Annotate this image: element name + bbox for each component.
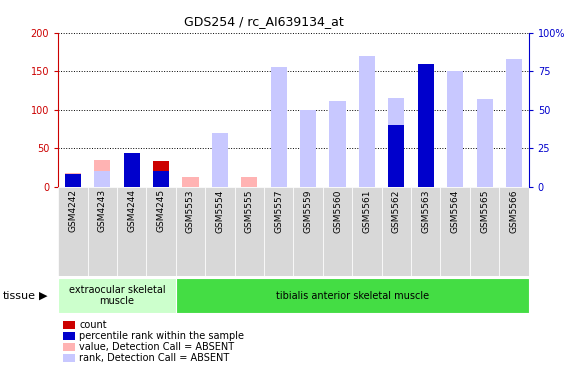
Text: count: count xyxy=(79,320,107,330)
Text: GSM4244: GSM4244 xyxy=(127,189,136,232)
Bar xyxy=(329,101,346,187)
Bar xyxy=(388,112,404,187)
Bar xyxy=(293,187,323,276)
Bar xyxy=(124,154,139,187)
Bar xyxy=(182,177,199,187)
Text: ▶: ▶ xyxy=(39,291,48,300)
Text: GSM5562: GSM5562 xyxy=(392,189,401,233)
Bar xyxy=(499,187,529,276)
Text: extraocular skeletal
muscle: extraocular skeletal muscle xyxy=(69,285,165,306)
Text: rank, Detection Call = ABSENT: rank, Detection Call = ABSENT xyxy=(79,353,229,363)
Bar xyxy=(271,67,287,187)
Bar xyxy=(264,187,293,276)
Text: GSM4242: GSM4242 xyxy=(69,189,77,232)
Text: GSM5561: GSM5561 xyxy=(363,189,371,233)
Bar xyxy=(418,76,434,187)
Bar xyxy=(300,110,316,187)
Bar xyxy=(323,187,352,276)
Text: tibialis anterior skeletal muscle: tibialis anterior skeletal muscle xyxy=(275,291,429,300)
Bar xyxy=(388,125,404,187)
Text: GSM5565: GSM5565 xyxy=(480,189,489,233)
Bar xyxy=(205,187,235,276)
Text: GSM5555: GSM5555 xyxy=(245,189,254,233)
Bar xyxy=(64,173,81,187)
Text: GSM5559: GSM5559 xyxy=(304,189,313,233)
Bar xyxy=(146,187,176,276)
Bar xyxy=(476,115,493,187)
Bar xyxy=(175,278,529,313)
Text: value, Detection Call = ABSENT: value, Detection Call = ABSENT xyxy=(79,342,234,352)
Bar xyxy=(64,179,81,187)
Text: GSM5564: GSM5564 xyxy=(451,189,460,233)
Bar xyxy=(58,187,88,276)
Bar xyxy=(300,127,316,187)
Text: GSM4243: GSM4243 xyxy=(98,189,107,232)
Text: GSM5566: GSM5566 xyxy=(510,189,518,233)
Bar xyxy=(447,71,463,187)
Bar xyxy=(212,133,228,187)
Text: GSM5554: GSM5554 xyxy=(216,189,224,233)
Bar xyxy=(359,60,375,187)
Text: GSM5563: GSM5563 xyxy=(421,189,431,233)
Bar xyxy=(382,187,411,276)
Bar xyxy=(58,278,175,313)
Text: tissue: tissue xyxy=(3,291,36,300)
Bar xyxy=(94,171,110,187)
Text: GSM5553: GSM5553 xyxy=(186,189,195,233)
Bar xyxy=(271,104,287,187)
Bar xyxy=(153,171,169,187)
Bar xyxy=(352,187,382,276)
Bar xyxy=(124,153,139,187)
Text: GSM5560: GSM5560 xyxy=(333,189,342,233)
Bar xyxy=(388,97,404,187)
Bar xyxy=(64,174,81,187)
Bar xyxy=(88,187,117,276)
Bar xyxy=(359,56,375,187)
Bar xyxy=(440,187,470,276)
Bar xyxy=(63,321,74,329)
Bar xyxy=(506,59,522,187)
Bar xyxy=(241,178,257,187)
Bar xyxy=(476,99,493,187)
Text: GSM5557: GSM5557 xyxy=(274,189,283,233)
Bar xyxy=(447,102,463,187)
Bar xyxy=(418,64,434,187)
Bar xyxy=(329,133,346,187)
Bar xyxy=(63,354,74,362)
Text: GDS254 / rc_AI639134_at: GDS254 / rc_AI639134_at xyxy=(185,15,344,28)
Bar xyxy=(63,332,74,340)
Text: GSM4245: GSM4245 xyxy=(156,189,166,232)
Bar xyxy=(175,187,205,276)
Bar xyxy=(117,187,146,276)
Text: percentile rank within the sample: percentile rank within the sample xyxy=(79,331,244,341)
Bar xyxy=(411,187,440,276)
Bar xyxy=(235,187,264,276)
Bar xyxy=(63,343,74,351)
Bar xyxy=(506,79,522,187)
Bar xyxy=(94,160,110,187)
Bar xyxy=(153,161,169,187)
Bar xyxy=(212,166,228,187)
Bar xyxy=(470,187,499,276)
Bar xyxy=(418,96,434,187)
